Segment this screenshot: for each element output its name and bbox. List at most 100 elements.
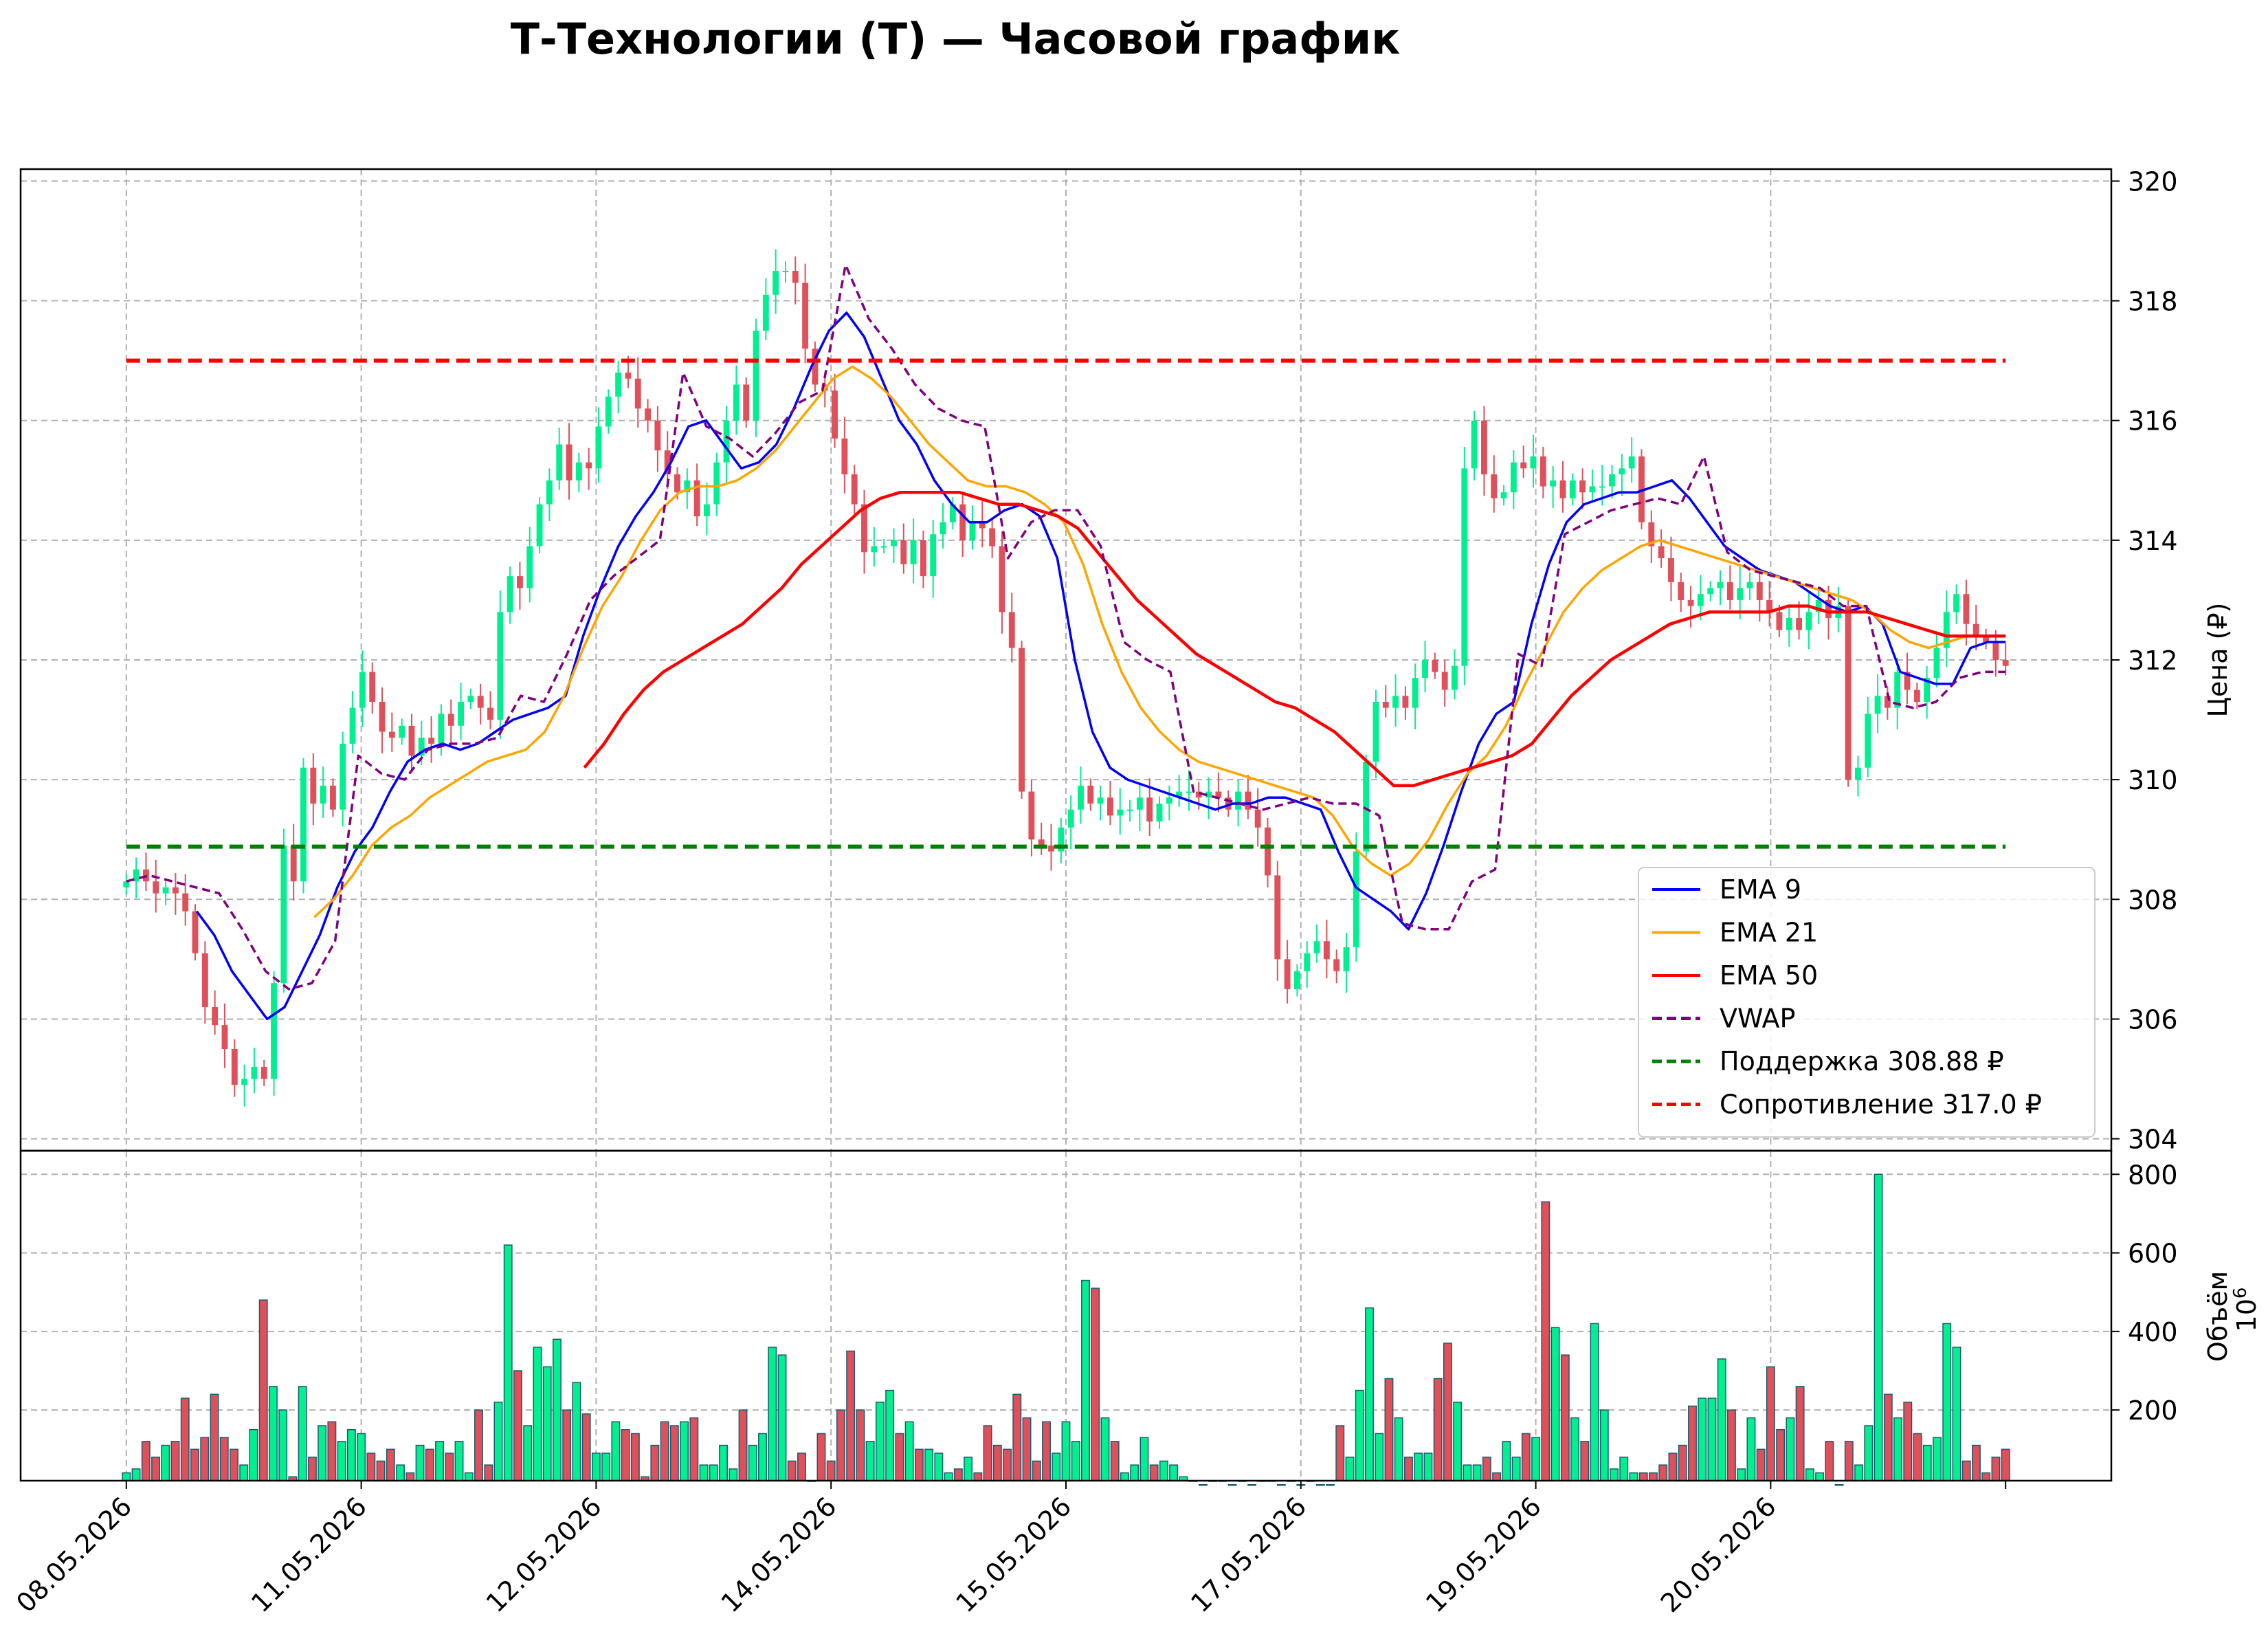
- candle-body: [1913, 689, 1920, 702]
- volume-bar: [454, 1441, 464, 1481]
- volume-bar: [484, 1464, 493, 1481]
- candle-body: [1796, 618, 1802, 630]
- candle-body: [1865, 714, 1871, 768]
- candle-body: [664, 450, 671, 475]
- candle-body: [645, 408, 652, 421]
- volume-bar: [983, 1425, 992, 1481]
- volume-bar: [170, 1441, 180, 1481]
- volume-bar: [1883, 1393, 1893, 1481]
- volume-tick-label: 800: [2128, 1160, 2178, 1190]
- candle-body: [517, 576, 523, 588]
- volume-bar: [611, 1421, 621, 1481]
- volume-bar: [1658, 1464, 1668, 1481]
- price-tick-label: 306: [2128, 1004, 2178, 1035]
- candle-body: [1225, 797, 1232, 810]
- series-line-vwap: [126, 263, 2006, 991]
- volume-bar: [435, 1441, 444, 1481]
- candle-body: [507, 576, 513, 612]
- volume-bar: [1042, 1421, 1051, 1481]
- volume-bar: [1130, 1464, 1139, 1481]
- volume-bar: [307, 1456, 317, 1481]
- candle-body: [1687, 599, 1694, 606]
- candle-body: [969, 522, 976, 540]
- volume-bar: [219, 1437, 229, 1481]
- volume-scale-label: 106: [2230, 1288, 2262, 1332]
- candle-body: [546, 480, 553, 505]
- volume-bar: [1032, 1460, 1041, 1481]
- candle-body: [1707, 588, 1714, 595]
- candle-body: [891, 540, 897, 547]
- candle-body: [1510, 462, 1517, 493]
- candle-body: [1078, 785, 1084, 810]
- candle-body: [1245, 791, 1252, 810]
- volume-bar: [1100, 1417, 1110, 1481]
- candle-body: [733, 384, 740, 421]
- candle-body: [1805, 612, 1812, 630]
- volume-bar: [1315, 1483, 1325, 1486]
- volume-bar: [729, 1468, 738, 1481]
- candle-body: [399, 725, 405, 738]
- volume-bar: [1345, 1456, 1355, 1481]
- volume-bar: [141, 1441, 151, 1481]
- candle-body: [418, 738, 425, 756]
- candle-body: [536, 504, 543, 547]
- volume-bar: [445, 1453, 454, 1481]
- volume-bar: [1825, 1441, 1834, 1481]
- candle-body: [320, 785, 326, 804]
- candle-body: [979, 522, 986, 529]
- volume-bar: [1531, 1437, 1541, 1481]
- volume-bar: [660, 1421, 669, 1481]
- candle-body: [212, 1007, 219, 1026]
- volume-grid: [21, 1151, 2111, 1481]
- candle-body: [1530, 456, 1537, 469]
- volume-bar: [689, 1417, 699, 1481]
- volume-bar: [787, 1460, 797, 1481]
- candle-body: [782, 271, 789, 273]
- candle-body: [634, 378, 641, 409]
- candle-body: [153, 881, 159, 894]
- volume-bar: [1052, 1453, 1061, 1481]
- candle-body: [1452, 665, 1458, 690]
- volume-bar: [1580, 1441, 1590, 1481]
- candle-body: [1766, 599, 1773, 612]
- candle-body: [1186, 791, 1192, 793]
- volume-bar: [1335, 1425, 1345, 1481]
- price-tick-label: 312: [2128, 645, 2178, 676]
- candle-body: [575, 462, 582, 481]
- candle-body: [1619, 468, 1625, 475]
- candle-body: [359, 672, 366, 708]
- candle-body: [1117, 809, 1124, 816]
- legend-box: [1638, 867, 2095, 1138]
- volume-bar: [1854, 1464, 1864, 1481]
- candle-body: [1717, 582, 1724, 588]
- candle-body: [1067, 809, 1074, 828]
- candle-body: [349, 707, 356, 744]
- volume-bar: [1668, 1453, 1678, 1481]
- volume-bar: [1786, 1417, 1795, 1481]
- candle-body: [841, 438, 848, 475]
- candle-body: [388, 731, 395, 738]
- candle-body: [654, 420, 661, 451]
- volume-bar: [1590, 1323, 1599, 1481]
- candle-body: [260, 1067, 267, 1079]
- volume-bar: [1972, 1444, 1981, 1481]
- candle-body: [832, 390, 838, 439]
- volume-bar: [1003, 1448, 1012, 1481]
- candle-body: [1333, 959, 1340, 971]
- volume-bar: [1453, 1401, 1463, 1481]
- candle-body: [959, 504, 966, 540]
- volume-bar: [1560, 1354, 1570, 1481]
- candle-body: [1953, 594, 1960, 612]
- price-axis-label: Цена (₽): [2203, 603, 2233, 718]
- candle-body: [231, 1048, 238, 1085]
- volume-bar: [1404, 1456, 1413, 1481]
- volume-bar: [210, 1393, 219, 1481]
- volume-bar: [1737, 1468, 1746, 1481]
- volume-bar: [904, 1421, 914, 1481]
- volume-bar: [895, 1433, 904, 1481]
- indicator-lines: [126, 263, 2006, 1021]
- candle-body: [1323, 941, 1330, 960]
- candle-body: [1638, 456, 1645, 522]
- volume-bar: [239, 1464, 249, 1481]
